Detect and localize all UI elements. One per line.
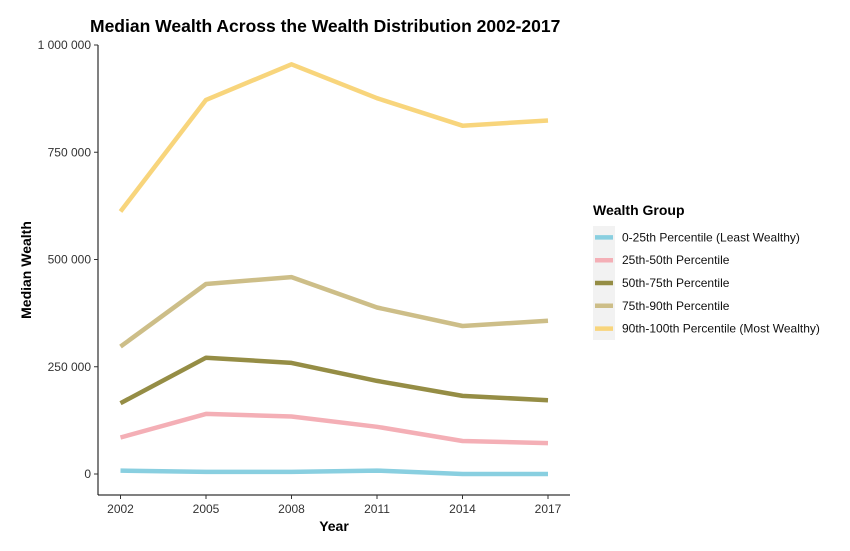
x-axis-title: Year: [319, 518, 349, 534]
series-line-4: [119, 274, 549, 349]
legend-label: 90th-100th Percentile (Most Wealthy): [622, 322, 820, 336]
legend-label: 75th-90th Percentile: [622, 299, 730, 313]
series-line-1: [120, 468, 548, 477]
x-tick-label: 2002: [107, 502, 134, 516]
y-tick-label: 250 000: [48, 360, 92, 374]
axes: 0 250 000 500 000 750 000 1 000 000 2002 2005 2…: [38, 38, 570, 516]
legend-label: 0-25th Percentile (Least Wealthy): [622, 230, 800, 244]
legend: Wealth Group 0-25th Percentile (Least We…: [593, 202, 820, 340]
y-tick-label: 0: [84, 467, 91, 481]
x-tick-label: 2011: [364, 502, 390, 516]
series-lines: [118, 62, 549, 477]
series-line-2: [119, 411, 549, 446]
x-tick-label: 2005: [193, 502, 220, 516]
legend-label: 50th-75th Percentile: [622, 276, 730, 290]
y-axis-title: Median Wealth: [18, 221, 34, 319]
series-line-3: [119, 355, 549, 406]
y-tick-label: 1 000 000: [38, 38, 92, 52]
x-tick-label: 2008: [278, 502, 305, 516]
x-tick-label: 2017: [535, 502, 562, 516]
y-tick-label: 500 000: [48, 253, 92, 267]
x-tick-label: 2014: [449, 502, 476, 516]
legend-items: 0-25th Percentile (Least Wealthy) 25th-50…: [595, 230, 820, 336]
series-line-5: [118, 62, 549, 213]
legend-title: Wealth Group: [593, 202, 685, 218]
y-tick-label: 750 000: [48, 145, 92, 159]
chart-title: Median Wealth Across the Wealth Distribu…: [90, 16, 560, 36]
legend-label: 25th-50th Percentile: [622, 253, 730, 267]
